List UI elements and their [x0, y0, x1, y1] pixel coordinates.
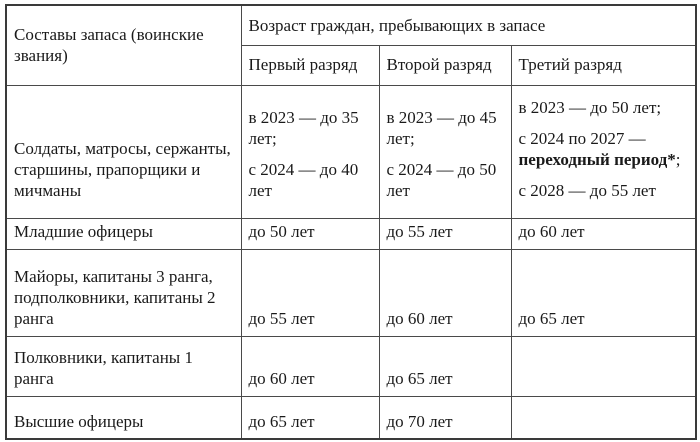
rank-cell: Майоры, капитаны 3 ранга, подполковники,…: [5, 248, 242, 337]
first-category-cell: до 60 лет: [240, 335, 380, 397]
header-row-categories: Первый разряд Второй разряд Третий разря…: [6, 44, 697, 86]
first-category-cell: до 55 лет: [240, 248, 380, 337]
header-category-second: Второй разряд: [378, 44, 512, 86]
header-row-top: Составы запаса (воинские звания) Возраст…: [5, 4, 697, 86]
transition-suffix: ;: [675, 150, 681, 170]
header-age-cell: Возраст граждан, пребывающих в запасе: [240, 4, 697, 46]
second-category-cell: в 2023 — до 45 лет; с 2024 — до 50 лет: [378, 84, 512, 219]
rank-cell: Высшие офицеры: [5, 395, 242, 440]
first-category-cell: до 50 лет: [240, 217, 380, 250]
table-row-colonels: Полковники, капитаны 1 ранга до 60 лет д…: [5, 335, 697, 397]
rank-cell: Младшие офицеры: [5, 217, 242, 250]
age-line: с 2024 — до 50 лет: [386, 160, 497, 201]
third-category-cell: [510, 335, 697, 397]
table-body: Солдаты, матросы, сержанты, старшины, пр…: [5, 84, 697, 440]
third-category-cell: [510, 395, 697, 440]
rank-text: Солдаты, матросы, сержанты, старшины, пр…: [14, 139, 231, 201]
header-ranks-cell: Составы запаса (воинские звания): [5, 4, 242, 86]
second-category-cell: до 70 лет: [378, 395, 512, 440]
age-line: в 2023 — до 35 лет;: [248, 108, 359, 149]
age-line: с 2028 — до 55 лет: [518, 181, 656, 201]
age-line: в 2023 — до 45 лет;: [386, 108, 497, 149]
age-line: с 2024 — до 40 лет: [248, 160, 359, 201]
header-category-third: Третий разряд: [510, 44, 697, 86]
table-row-senior-officers: Высшие офицеры до 65 лет до 70 лет: [5, 395, 697, 440]
first-category-cell: до 65 лет: [240, 395, 380, 440]
second-category-cell: до 55 лет: [378, 217, 512, 250]
table-row-junior-officers: Младшие офицеры до 50 лет до 55 лет до 6…: [5, 217, 697, 250]
transition-period-bold: переходный период*: [518, 150, 676, 170]
third-category-cell: до 65 лет: [510, 248, 697, 337]
reserve-age-table: Составы запаса (воинские звания) Возраст…: [5, 4, 697, 440]
rank-cell: Солдаты, матросы, сержанты, старшины, пр…: [5, 84, 242, 219]
table-header: Составы запаса (воинские звания) Возраст…: [5, 4, 697, 86]
table-row-majors: Майоры, капитаны 3 ранга, подполковники,…: [5, 248, 697, 337]
transition-prefix: с 2024 по 2027 —: [518, 129, 646, 149]
third-category-cell: до 60 лет: [510, 217, 697, 250]
header-category-first: Первый разряд: [240, 44, 380, 86]
second-category-cell: до 60 лет: [378, 248, 512, 337]
age-line-transition: с 2024 по 2027 — переходный период*;: [519, 128, 690, 170]
rank-cell: Полковники, капитаны 1 ранга: [5, 335, 242, 397]
third-category-cell: в 2023 — до 50 лет; с 2024 по 2027 — пер…: [510, 84, 697, 219]
second-category-cell: до 65 лет: [378, 335, 512, 397]
age-line: в 2023 — до 50 лет;: [518, 98, 662, 118]
table-row-soldiers: Солдаты, матросы, сержанты, старшины, пр…: [5, 84, 697, 219]
first-category-cell: в 2023 — до 35 лет; с 2024 — до 40 лет: [240, 84, 380, 219]
